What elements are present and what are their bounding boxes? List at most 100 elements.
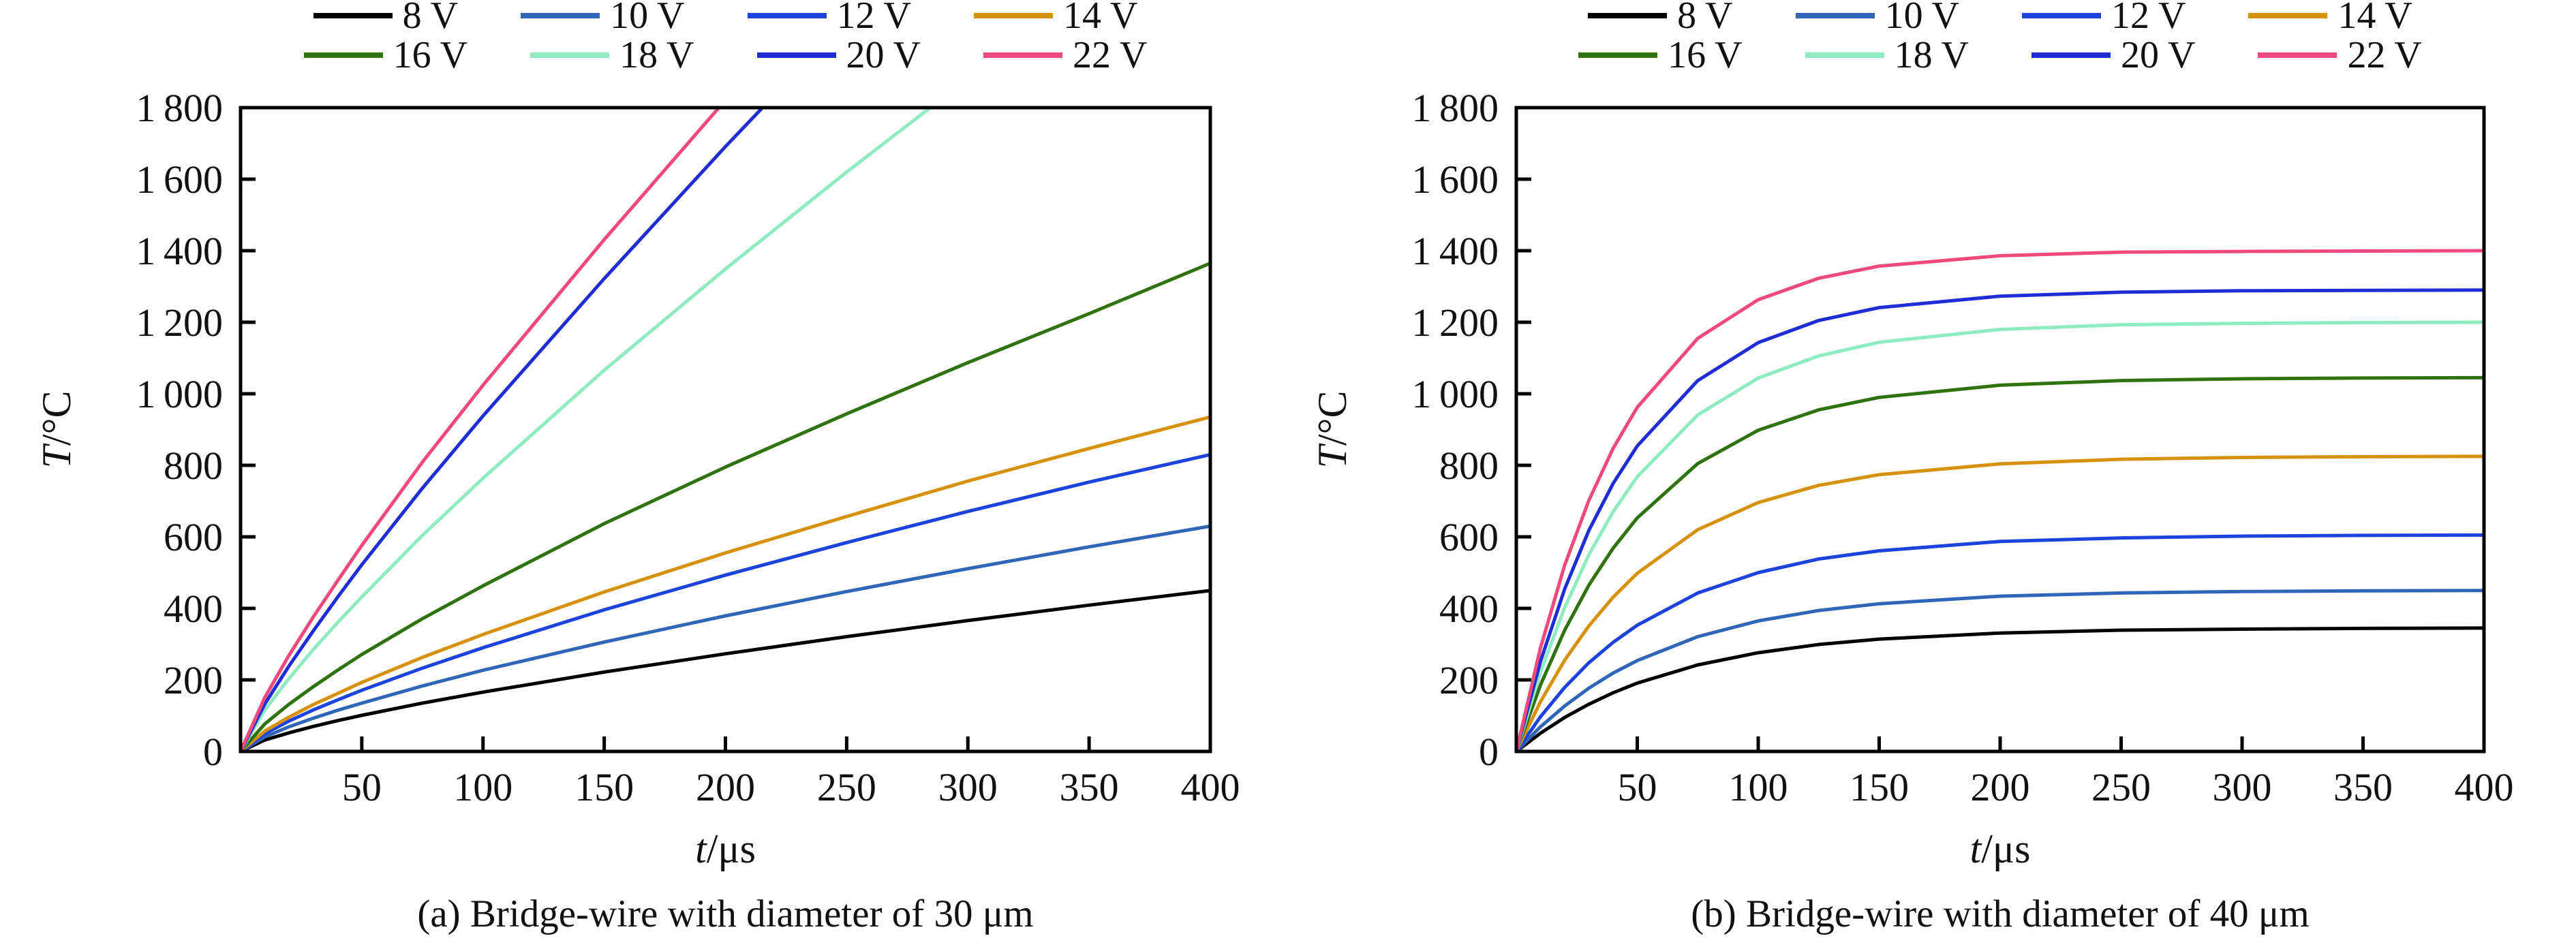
legend-item-10V: 10 V <box>521 0 685 37</box>
y-tick-label: 1 000 <box>1411 372 1499 416</box>
legend-item-12V: 12 V <box>747 0 911 37</box>
legend-swatch <box>530 52 610 58</box>
legend-swatch <box>2248 13 2328 18</box>
x-tick-label: 400 <box>2455 765 2514 809</box>
series-line-16V <box>241 261 1210 751</box>
y-axis-title: T/°C <box>1310 390 1355 468</box>
series-line-10V <box>241 524 1210 751</box>
y-tick-label: 400 <box>1439 587 1499 631</box>
y-tick-label: 1 000 <box>136 372 223 416</box>
legend-row: 8 V 10 V 12 V 14 V <box>1588 0 2412 37</box>
x-tick-label: 150 <box>574 765 634 809</box>
series-line-12V <box>241 452 1210 751</box>
x-tick-label: 50 <box>342 765 382 809</box>
legend-swatch <box>2258 52 2337 58</box>
legend-label: 22 V <box>2347 34 2422 76</box>
y-tick-label: 1 600 <box>136 157 223 202</box>
legend-row: 16 V 18 V 20 V 22 V <box>303 33 1148 77</box>
series-line-22V <box>1516 249 2484 751</box>
x-tick-label: 400 <box>1181 765 1240 809</box>
series-line-12V <box>1516 533 2484 751</box>
legend-row: 8 V 10 V 12 V 14 V <box>313 0 1138 37</box>
x-tick-label: 150 <box>1850 765 1909 809</box>
legend-item-14V: 14 V <box>973 0 1138 37</box>
legend-swatch <box>747 13 827 18</box>
series-line-18V <box>1516 320 2484 751</box>
series-line-20V <box>241 108 765 751</box>
legend-item-22V: 22 V <box>2258 33 2422 77</box>
x-tick-label: 200 <box>1971 765 2030 809</box>
x-axis-title: t/μs <box>1970 826 2031 871</box>
legend-swatch <box>983 52 1062 58</box>
series-line-10V <box>1516 589 2484 751</box>
legend-label: 22 V <box>1072 34 1148 76</box>
y-tick-label: 1 600 <box>1411 157 1499 202</box>
legend-label: 14 V <box>2337 0 2412 37</box>
y-tick-label: 1 200 <box>136 300 223 345</box>
series-line-18V <box>241 108 934 751</box>
legend-item-18V: 18 V <box>1805 33 1969 77</box>
legend-label: 14 V <box>1062 0 1138 37</box>
plot-curves-0 <box>241 108 1210 751</box>
legend-item-20V: 20 V <box>2031 33 2195 77</box>
legend-swatch <box>1588 13 1668 18</box>
legend-item-18V: 18 V <box>530 33 694 77</box>
legend-item-8V: 8 V <box>1588 0 1733 37</box>
legend-chart-a: 8 V 10 V 12 V 14 V 16 V 18 V 20 V 22 V <box>241 0 1210 77</box>
y-tick-label: 0 <box>1479 730 1499 774</box>
legend-label: 8 V <box>1677 0 1733 37</box>
x-tick-label: 50 <box>1618 765 1657 809</box>
legend-label: 12 V <box>836 0 911 37</box>
legend-item-14V: 14 V <box>2248 0 2412 37</box>
legend-swatch <box>1805 52 1884 58</box>
y-tick-label: 1 800 <box>1411 86 1499 130</box>
legend-swatch <box>303 52 383 58</box>
series-line-8V <box>1516 626 2484 751</box>
plot-frame <box>1514 106 2486 753</box>
legend-label: 16 V <box>1668 34 1743 76</box>
y-tick-label: 1 200 <box>1411 300 1499 345</box>
legend-swatch <box>973 13 1053 18</box>
y-axis-title: T/°C <box>34 390 79 468</box>
y-tick-label: 600 <box>164 515 223 559</box>
x-tick-label: 100 <box>453 765 512 809</box>
legend-label: 10 V <box>1884 0 1959 37</box>
x-tick-label: 300 <box>2213 765 2272 809</box>
x-tick-label: 350 <box>1060 765 1119 809</box>
series-line-14V <box>241 415 1210 751</box>
chart-caption: (b) Bridge-wire with diameter of 40 μm <box>1691 892 2309 935</box>
series-line-22V <box>241 108 722 751</box>
legend-label: 18 V <box>619 34 694 76</box>
legend-item-16V: 16 V <box>1578 33 1743 77</box>
legend-swatch <box>756 52 836 58</box>
chart-caption: (a) Bridge-wire with diameter of 30 μm <box>417 892 1033 935</box>
x-axis-title: t/μs <box>695 826 756 871</box>
y-tick-label: 200 <box>1439 658 1499 702</box>
series-line-14V <box>1516 454 2484 751</box>
legend-label: 12 V <box>2111 0 2186 37</box>
legend-item-16V: 16 V <box>303 33 467 77</box>
legend-row: 16 V 18 V 20 V 22 V <box>1578 33 2422 77</box>
y-tick-label: 0 <box>203 730 223 774</box>
y-tick-label: 1 400 <box>1411 229 1499 273</box>
legend-item-12V: 12 V <box>2022 0 2186 37</box>
legend-label: 18 V <box>1894 34 1969 76</box>
legend-label: 20 V <box>2121 34 2196 76</box>
legend-swatch <box>1795 13 1875 18</box>
legend-swatch <box>1578 52 1658 58</box>
plot-curves-1 <box>1516 249 2484 751</box>
x-tick-label: 300 <box>938 765 998 809</box>
x-tick-label: 350 <box>2333 765 2393 809</box>
y-tick-label: 800 <box>1439 444 1499 488</box>
series-line-16V <box>1516 375 2484 751</box>
x-tick-label: 100 <box>1729 765 1788 809</box>
legend-swatch <box>521 13 600 18</box>
y-tick-label: 1 800 <box>136 86 223 130</box>
legend-swatch <box>2022 13 2101 18</box>
legend-chart-b: 8 V 10 V 12 V 14 V 16 V 18 V 20 V 22 V <box>1516 0 2484 77</box>
legend-swatch <box>2031 52 2111 58</box>
y-tick-label: 800 <box>164 444 223 488</box>
series-line-8V <box>241 589 1210 751</box>
